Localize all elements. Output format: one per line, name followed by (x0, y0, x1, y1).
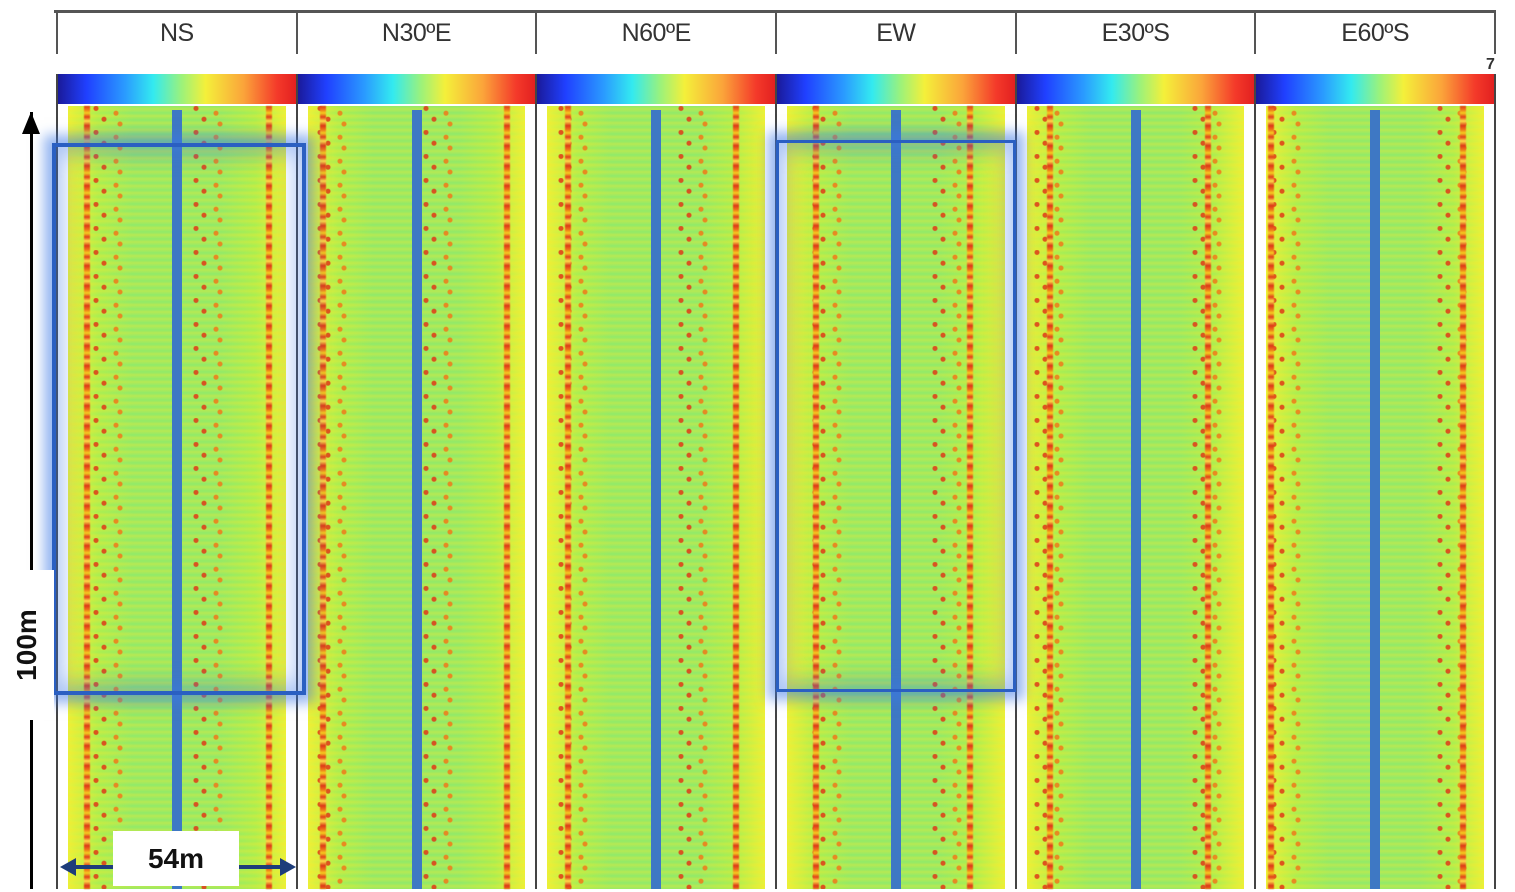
figure-frame (54, 10, 1496, 892)
fracture-trace-left (1046, 106, 1053, 889)
fracture-scatter (417, 106, 458, 889)
colorbar (537, 74, 776, 104)
fracture-trace-left (319, 106, 326, 889)
fracture-trace-left (565, 106, 572, 889)
left-arrow-icon (60, 858, 76, 876)
wellbore (1130, 110, 1141, 889)
column-header-n30e: N30ºE (298, 12, 538, 54)
column-header-e30s: E30ºS (1017, 12, 1257, 54)
horizontal-scale-line-left (72, 865, 116, 869)
panel-n60e (535, 74, 776, 889)
fracture-trace-left (84, 106, 90, 889)
depth-axis-line (30, 112, 33, 889)
wellbore (651, 110, 662, 889)
panel-e60s (1254, 74, 1497, 889)
panel-ew (775, 74, 1015, 889)
fracture-scatter (927, 106, 968, 889)
horizontal-scale-line-right (238, 865, 282, 869)
fracture-scatter (188, 106, 228, 889)
panel-e30s (1014, 74, 1255, 889)
colorbar-max-tick: 7 (1486, 56, 1495, 73)
simulation-panels (56, 74, 1497, 889)
panel-n30e (295, 74, 536, 889)
colorbar (297, 74, 536, 104)
wellbore (411, 110, 422, 889)
right-arrow-icon (280, 858, 296, 876)
fracture-trace-left (1268, 106, 1275, 889)
fracture-trace-right (1460, 106, 1467, 889)
fracture-scatter (311, 106, 352, 889)
panel-ns (56, 74, 296, 889)
column-header-ew: EW (777, 12, 1017, 54)
column-header-ns: NS (56, 12, 298, 54)
fracture-trace-right (1204, 106, 1211, 889)
fracture-trace-left (813, 106, 820, 889)
column-header-n60e: N60ºE (537, 12, 778, 54)
fracture-trace-right (733, 106, 740, 889)
colorbar (58, 74, 296, 104)
highlight-box-ns (52, 143, 306, 695)
colorbar (777, 74, 1015, 104)
orientation-header: NS N30ºE N60ºE EW E30ºS E60ºS (56, 12, 1497, 54)
column-header-e60s: E60ºS (1256, 12, 1497, 54)
wellbore (171, 110, 182, 889)
fracture-trace-right (266, 106, 272, 889)
fracture-scatter (553, 106, 594, 889)
vertical-scale-label: 100m (0, 570, 54, 720)
fracture-scatter (88, 106, 128, 889)
colorbar (1016, 74, 1255, 104)
horizontal-scale-label: 54m (113, 831, 239, 886)
fracture-scatter (673, 106, 714, 889)
highlight-box-ew (776, 140, 1016, 692)
fracture-trace-right (967, 106, 974, 889)
wellbore (890, 110, 901, 889)
fracture-trace-right (503, 106, 510, 889)
up-arrow-icon (22, 112, 40, 134)
fracture-scatter (1432, 106, 1473, 889)
colorbar (1256, 74, 1495, 104)
wellbore (1370, 110, 1381, 889)
